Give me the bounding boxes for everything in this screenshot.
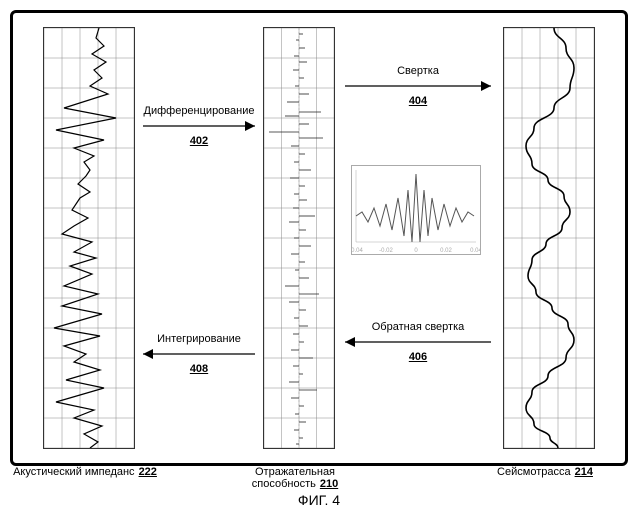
- seismic-caption: Сейсмотрасса 214: [470, 466, 620, 478]
- deconv-number: 406: [409, 351, 427, 363]
- svg-text:0: 0: [414, 248, 418, 254]
- figure-frame: -0.04 -0.02 0 0.02 0.04 Дифференцирование 402 С…: [10, 10, 628, 466]
- impedance-caption: Акустический импеданс 222: [10, 466, 160, 478]
- seismic-caption-text: Сейсмотрасса: [497, 466, 571, 478]
- deconv-arrow-line: [343, 335, 493, 349]
- svg-text:-0.04: -0.04: [352, 248, 363, 254]
- diff-label: Дифференцирование: [141, 105, 257, 117]
- figure-caption: ФИГ. 4: [10, 492, 628, 508]
- integr-arrow: Интегрирование 408: [141, 333, 257, 375]
- impedance-caption-num: 222: [139, 466, 157, 478]
- integr-number: 408: [190, 363, 208, 375]
- reflectivity-caption-num: 210: [320, 478, 338, 490]
- conv-label: Свертка: [343, 65, 493, 77]
- reflectivity-caption: Отражательная способность210: [230, 466, 360, 490]
- diff-number: 402: [190, 135, 208, 147]
- impedance-caption-text: Акустический импеданс: [13, 466, 135, 478]
- svg-text:0.02: 0.02: [440, 248, 452, 254]
- conv-arrow-line: [343, 79, 493, 93]
- svg-text:0.04: 0.04: [470, 248, 480, 254]
- wavelet-inset: -0.04 -0.02 0 0.02 0.04: [351, 165, 481, 255]
- deconv-arrow: Обратная свертка 406: [343, 321, 493, 363]
- deconv-label: Обратная свертка: [343, 321, 493, 333]
- svg-text:-0.02: -0.02: [379, 248, 393, 254]
- integr-arrow-line: [141, 347, 257, 361]
- reflectivity-panel: [263, 27, 335, 449]
- seismic-panel: [503, 27, 595, 449]
- diff-arrow: Дифференцирование 402: [141, 105, 257, 147]
- integr-label: Интегрирование: [141, 333, 257, 345]
- conv-number: 404: [409, 95, 427, 107]
- seismic-caption-num: 214: [575, 466, 593, 478]
- diff-arrow-line: [141, 119, 257, 133]
- conv-arrow: Свертка 404: [343, 65, 493, 107]
- impedance-panel: [43, 27, 135, 449]
